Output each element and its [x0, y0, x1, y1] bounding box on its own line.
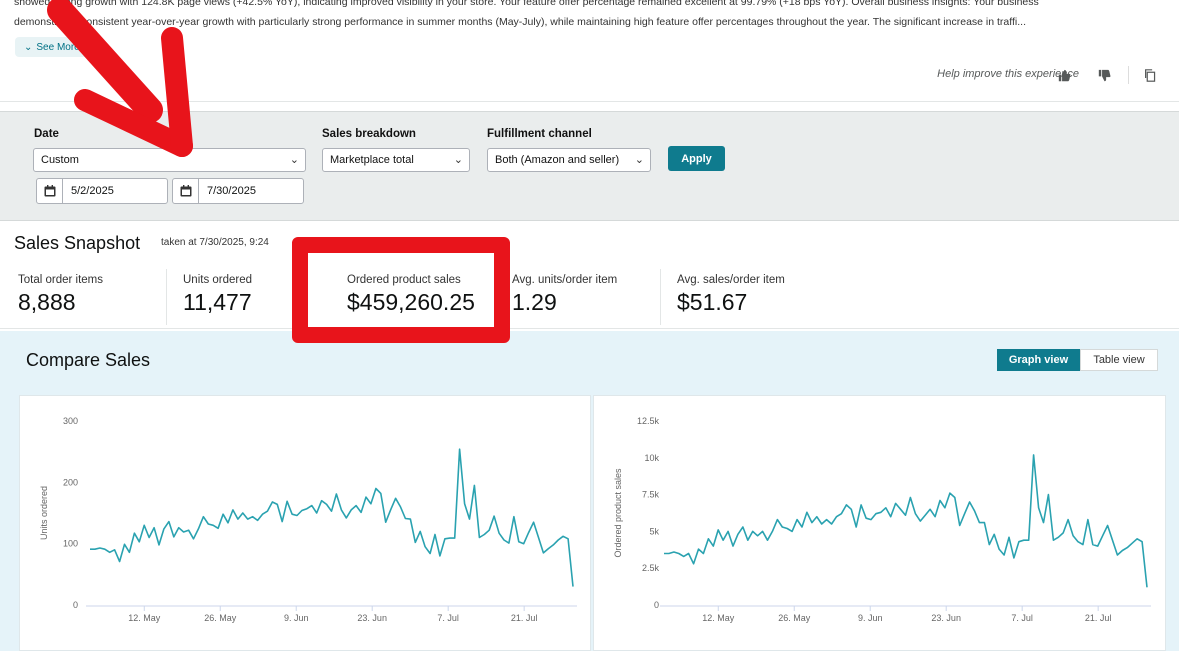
total-order-items-value: 8,888: [18, 289, 76, 315]
apply-button[interactable]: Apply: [668, 146, 725, 171]
fulfillment-channel-label: Fulfillment channel: [487, 128, 592, 140]
chevron-down-icon: ⌄: [634, 154, 644, 166]
ordered-product-sales-chart: 0 2.5k 5k 7.5k 10k 12.5k Ordered product sales…: [613, 416, 1151, 623]
end-date-input[interactable]: 7/30/2025: [172, 178, 304, 204]
x-tick-label: 21. Jul: [1085, 613, 1112, 623]
copy-icon[interactable]: [1141, 66, 1159, 84]
chevron-down-icon: ⌄: [453, 154, 463, 166]
calendar-icon[interactable]: [173, 179, 199, 203]
date-range-select[interactable]: Custom ⌄: [33, 148, 306, 172]
chevron-down-icon: ⌄: [24, 41, 33, 53]
ordered-product-sales-value: $459,260.25: [347, 289, 475, 315]
start-date-value: 5/2/2025: [71, 185, 114, 197]
feedback-divider: [1128, 66, 1129, 84]
y-tick-label: 300: [63, 416, 78, 426]
ordered-product-sales-label: Ordered product sales: [347, 274, 461, 286]
table-view-button[interactable]: Table view: [1080, 349, 1158, 371]
series-line: [664, 454, 1148, 588]
y-tick-label: 200: [63, 477, 78, 487]
see-more-button[interactable]: ⌄ See More: [15, 37, 89, 57]
fulfillment-channel-select[interactable]: Both (Amazon and seller) ⌄: [487, 148, 651, 172]
sales-snapshot-panel: Sales Snapshot taken at 7/30/2025, 9:24 …: [0, 225, 1179, 329]
x-tick-label: 23. Jun: [931, 613, 961, 623]
help-improve-text: Help improve this experience: [937, 68, 1079, 80]
x-tick-label: 26. May: [778, 613, 811, 623]
x-tick-label: 12. May: [128, 613, 161, 623]
insights-text-line-1: showed strong growth with 124.8K page vi…: [14, 0, 1039, 8]
total-order-items-label: Total order items: [18, 274, 104, 286]
metric-divider: [660, 269, 661, 325]
filter-bar: Date Custom ⌄ 5/2/2025 7/30/2025 Sales b…: [0, 111, 1179, 221]
units-ordered-chart: 0 100 200 300 Units ordered 12. May 26. May 9. …: [39, 416, 577, 623]
insights-text-line-2: demonstrated consistent year-over-year g…: [14, 16, 1026, 28]
compare-sales-title: Compare Sales: [26, 350, 151, 370]
y-tick-label: 0: [654, 600, 659, 610]
x-tick-label: 9. Jun: [858, 613, 883, 623]
x-tick-label: 26. May: [204, 613, 237, 623]
thumbs-down-icon[interactable]: [1095, 66, 1113, 84]
units-ordered-chart-panel: 0 100 200 300 Units ordered 12. May 26. May 9. …: [19, 395, 591, 651]
y-tick-label: 7.5k: [642, 490, 660, 500]
graph-view-button[interactable]: Graph view: [997, 349, 1080, 371]
chevron-down-icon: ⌄: [289, 154, 299, 166]
units-ordered-value: 11,477: [183, 289, 252, 315]
start-date-input[interactable]: 5/2/2025: [36, 178, 168, 204]
date-range-value: Custom: [41, 154, 79, 166]
y-tick-label: 12.5k: [637, 416, 660, 426]
y-tick-label: 2.5k: [642, 563, 660, 573]
x-tick-label: 7. Jul: [1011, 613, 1033, 623]
see-more-label: See More: [36, 41, 80, 53]
series-line: [90, 448, 574, 587]
y-axis-label: Units ordered: [39, 486, 49, 540]
avg-sales-per-order-item-label: Avg. sales/order item: [677, 274, 785, 286]
sales-breakdown-value: Marketplace total: [330, 154, 414, 166]
snapshot-timestamp: taken at 7/30/2025, 9:24: [161, 237, 269, 248]
sales-breakdown-select[interactable]: Marketplace total ⌄: [322, 148, 470, 172]
y-tick-label: 10k: [644, 453, 659, 463]
avg-units-per-order-item-label: Avg. units/order item: [512, 274, 618, 286]
x-tick-label: 9. Jun: [284, 613, 309, 623]
y-tick-label: 5k: [649, 526, 659, 536]
ordered-product-sales-chart-panel: 0 2.5k 5k 7.5k 10k 12.5k Ordered product sales…: [593, 395, 1166, 651]
compare-sales-panel: Compare Sales Graph view Table view 0 100…: [0, 331, 1179, 651]
x-tick-label: 12. May: [702, 613, 735, 623]
date-label: Date: [34, 128, 59, 140]
end-date-value: 7/30/2025: [207, 185, 256, 197]
y-axis-label: Ordered product sales: [613, 468, 623, 558]
sales-breakdown-label: Sales breakdown: [322, 128, 416, 140]
y-tick-label: 0: [73, 600, 78, 610]
x-tick-label: 7. Jul: [437, 613, 459, 623]
units-ordered-label: Units ordered: [183, 274, 253, 286]
business-insights-panel: showed strong growth with 124.8K page vi…: [0, 0, 1179, 102]
sales-snapshot-title: Sales Snapshot: [14, 233, 141, 253]
x-tick-label: 21. Jul: [511, 613, 538, 623]
avg-sales-per-order-item-value: $51.67: [677, 289, 748, 315]
metric-divider: [166, 269, 167, 325]
thumbs-up-icon[interactable]: [1055, 66, 1073, 84]
avg-units-per-order-item-value: 1.29: [512, 289, 557, 315]
calendar-icon[interactable]: [37, 179, 63, 203]
x-tick-label: 23. Jun: [357, 613, 387, 623]
fulfillment-channel-value: Both (Amazon and seller): [495, 154, 620, 166]
y-tick-label: 100: [63, 539, 78, 549]
